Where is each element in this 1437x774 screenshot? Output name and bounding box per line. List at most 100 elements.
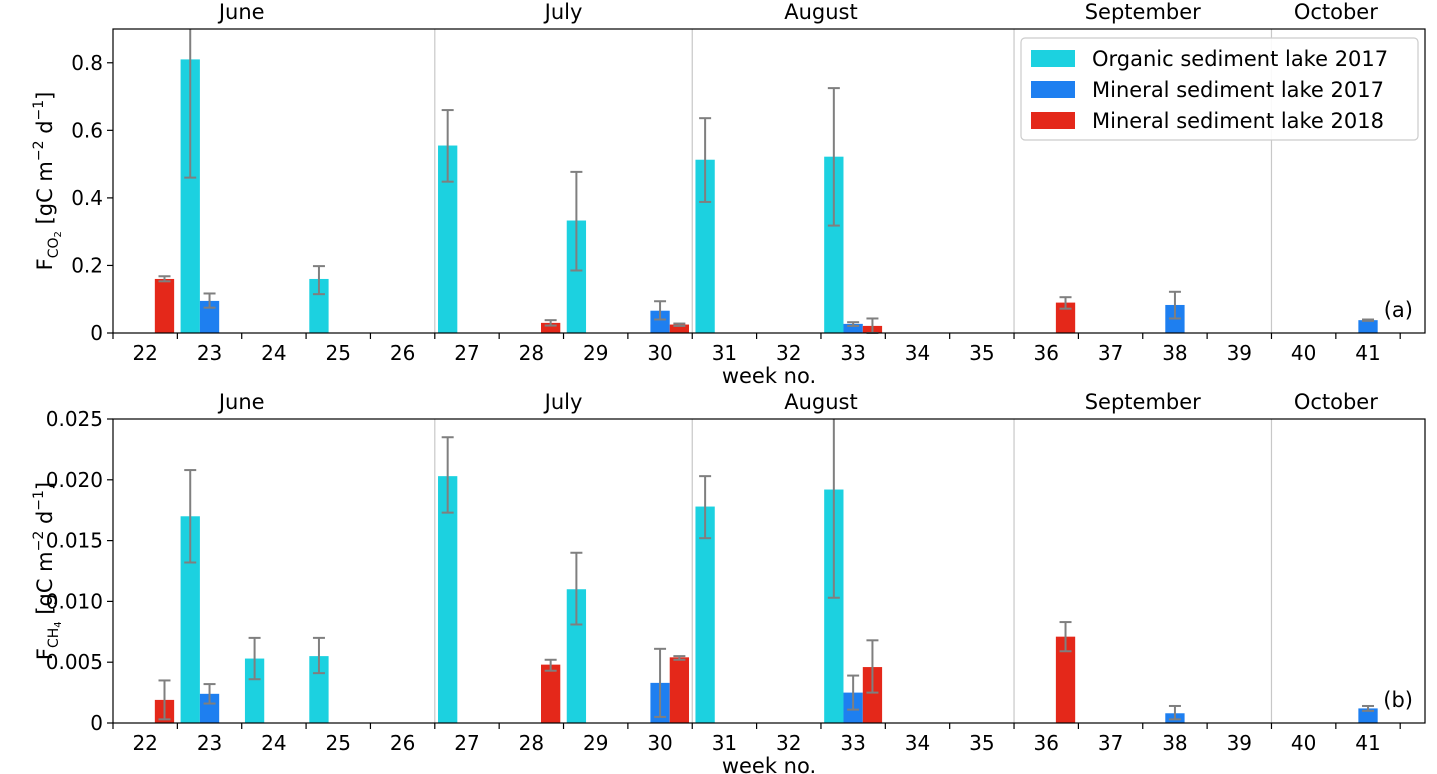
y-tick-label: 0.6 [71,118,103,142]
month-label: August [784,390,858,414]
x-tick-label: 28 [519,341,544,365]
bar [650,310,670,333]
bar [824,156,844,333]
y-tick-label: 0.2 [71,253,103,277]
bar [540,322,561,333]
plot-frame [112,28,1426,334]
x-tick-label: 23 [197,341,222,365]
series-mineral_2018 [154,275,1076,334]
y-tick-label: 0.010 [46,589,103,613]
series-mineral_2017 [199,647,1378,723]
bar [540,664,561,723]
y-axis-label: FCO2 [gC m−2 d−1] [31,92,64,271]
bar [566,589,587,723]
y-axis-label-exp: −2 [31,140,47,161]
legend-label: Mineral sediment lake 2017 [1092,78,1384,102]
x-tick-label: 39 [1227,731,1252,755]
x-tick-label: 26 [390,341,415,365]
bar [695,506,715,723]
y-tick-label: 0 [90,321,103,345]
x-tick-label: 41 [1355,341,1380,365]
bar [1358,320,1378,333]
legend: Organic sediment lake 2017 Mineral sedime… [1020,37,1419,141]
series-organic_2017 [180,29,844,334]
x-tick-label: 32 [776,341,801,365]
y-axis-label: FCH4 [gC m−2 d−1] [31,482,64,660]
month-label: June [217,390,265,414]
x-tick-label: 34 [905,731,930,755]
x-tick-label: 31 [712,341,737,365]
month-label: September [1085,390,1201,414]
y-axis-label-exp: −1 [31,490,47,511]
bar [199,693,220,723]
bar [843,323,863,333]
bar [199,300,220,333]
panel-tag: (a) [1384,298,1413,322]
x-tick-label: 35 [969,341,994,365]
x-tick-label: 39 [1227,341,1252,365]
x-tick-label: 33 [840,731,865,755]
series-organic_2017 [180,419,844,723]
month-label: June [217,0,265,24]
y-tick-label: 0.015 [46,529,103,553]
x-tick-label: 29 [583,731,608,755]
legend-swatch [1031,50,1075,67]
bar [244,658,265,723]
x-tick-label: 38 [1162,731,1187,755]
y-axis-label-subsub: 4 [53,621,64,627]
legend-swatch [1031,81,1075,98]
y-tick-label: 0.025 [46,407,103,431]
x-tick-label: 29 [583,341,608,365]
y-axis-label-unit: d [33,120,57,140]
y-axis-label-sub: CH [46,628,62,648]
x-tick-label: 37 [1098,341,1123,365]
x-tick-label: 40 [1291,731,1316,755]
x-axis-label: week no. [722,364,816,388]
x-tick-label: 36 [1033,341,1058,365]
bar [438,476,458,723]
panel-tag: (b) [1383,688,1413,712]
x-tick-label: 33 [840,341,865,365]
y-axis-label-exp: −1 [31,100,47,121]
month-label: July [543,390,583,414]
x-tick-label: 26 [390,731,415,755]
x-tick-label: 32 [776,731,801,755]
y-tick-label: 0 [90,711,103,735]
x-tick-label: 23 [197,731,222,755]
y-tick-label: 0.4 [71,186,103,210]
y-axis-label-unit: ] [33,92,57,100]
y-axis-label-main: F [33,648,57,660]
legend-swatch [1031,112,1075,129]
x-tick-label: 36 [1033,731,1058,755]
x-tick-label: 24 [261,341,286,365]
bar [180,516,200,723]
y-axis-label-unit: [gC m [33,551,57,621]
y-axis-label-sub: CO [46,237,62,258]
x-tick-label: 22 [132,731,157,755]
bar [695,159,715,333]
y-tick-label: 0.020 [46,468,103,492]
x-tick-label: 27 [454,731,479,755]
month-label: October [1294,390,1378,414]
month-label: September [1085,0,1201,24]
x-tick-label: 41 [1355,731,1380,755]
bar [824,489,844,723]
month-label: August [784,0,858,24]
bar [669,657,690,723]
x-axis-label: week no. [722,754,816,774]
x-tick-label: 35 [969,731,994,755]
bar [862,667,883,723]
x-tick-label: 24 [261,731,286,755]
bar [1055,302,1076,333]
x-tick-label: 25 [326,731,351,755]
bar [1055,636,1076,723]
chart-panel-b: June July August September October 0 0.005 0.01… [31,390,1426,774]
x-tick-label: 27 [454,341,479,365]
x-tick-label: 31 [712,731,737,755]
legend-label: Mineral sediment lake 2018 [1092,109,1384,133]
bar [180,59,200,334]
month-label: October [1294,0,1378,24]
x-tick-label: 28 [519,731,544,755]
x-tick-label: 30 [647,731,672,755]
